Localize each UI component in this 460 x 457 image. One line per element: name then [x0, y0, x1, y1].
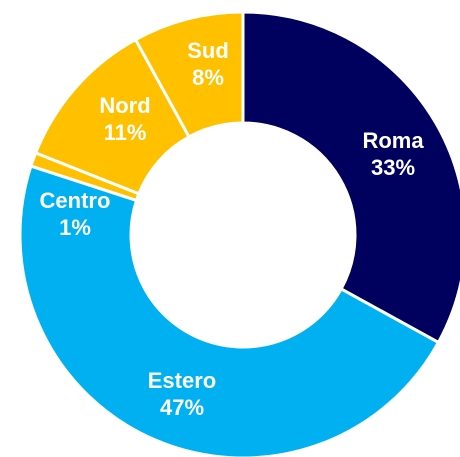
donut-segment — [18, 164, 441, 457]
segment-value: 1% — [59, 215, 91, 240]
donut-segment — [241, 10, 460, 345]
segment-value: 33% — [371, 155, 415, 180]
segment-value: 47% — [160, 395, 204, 420]
segment-label: Centro — [40, 188, 111, 213]
segment-label: Sud — [187, 38, 229, 63]
segment-value: 8% — [192, 65, 224, 90]
segment-value: 11% — [104, 120, 147, 145]
donut-segment — [133, 10, 245, 139]
segment-label: Nord — [99, 93, 150, 118]
segment-label: Estero — [148, 368, 216, 393]
segment-label: Roma — [362, 128, 424, 153]
